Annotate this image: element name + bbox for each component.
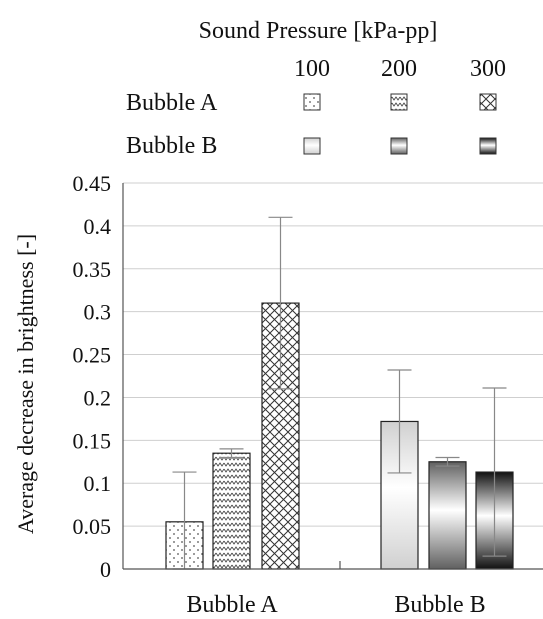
legend-row-bubble-a: Bubble A — [126, 90, 218, 116]
legend-title: Sound Pressure [kPa-pp] — [199, 18, 438, 44]
y-tick-label: 0.45 — [73, 171, 112, 196]
bar-bubble-b-200 — [428, 461, 467, 570]
bar-bubble-a-200 — [212, 452, 251, 570]
y-tick-label: 0.2 — [84, 385, 112, 410]
legend-swatch-bubble-b-100 — [303, 137, 321, 155]
legend-swatch-bubble-a-200 — [390, 93, 408, 111]
x-category-label: Bubble A — [186, 592, 278, 618]
y-tick-label: 0.25 — [73, 343, 112, 368]
legend-swatch-bubble-b-200 — [390, 137, 408, 155]
y-axis-label: Average decrease in brightness [-] — [13, 234, 38, 534]
legend-swatch-bubble-b-300 — [479, 137, 497, 155]
y-tick-label: 0.35 — [73, 257, 112, 282]
legend-row-bubble-b: Bubble B — [126, 133, 217, 159]
legend-swatch-bubble-a-100 — [303, 93, 321, 111]
x-category-label: Bubble B — [394, 592, 485, 618]
y-tick-label: 0 — [100, 557, 111, 582]
legend-column-300: 300 — [470, 56, 506, 82]
y-tick-label: 0.3 — [84, 300, 112, 325]
y-tick-label: 0.15 — [73, 428, 112, 453]
legend-swatch-bubble-a-300 — [479, 93, 497, 111]
y-tick-label: 0.1 — [84, 471, 112, 496]
y-tick-label: 0.05 — [73, 514, 112, 539]
legend-column-200: 200 — [381, 56, 417, 82]
y-tick-label: 0.4 — [84, 214, 112, 239]
legend-column-100: 100 — [294, 56, 330, 82]
